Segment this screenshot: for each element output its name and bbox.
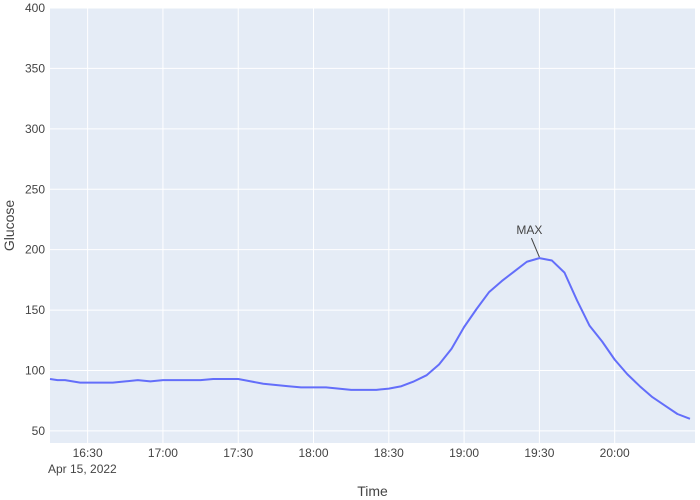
y-tick-labels: 50 100 150 200 250 300 350 400 xyxy=(25,1,45,438)
annotations: MAX xyxy=(516,223,542,258)
x-tick-label: 20:00 xyxy=(600,446,630,460)
x-date-label: Apr 15, 2022 xyxy=(48,462,117,476)
gridlines xyxy=(50,7,695,443)
x-axis-title: Time xyxy=(357,483,388,499)
x-tick-label: 16:30 xyxy=(73,446,103,460)
y-tick-label: 100 xyxy=(25,364,45,378)
y-tick-label: 150 xyxy=(25,303,45,317)
x-tick-label: 17:00 xyxy=(148,446,178,460)
x-tick-labels: 16:30 17:00 17:30 18:00 18:30 19:00 19:30 20:00 xyxy=(73,446,630,460)
x-tick-label: 18:30 xyxy=(374,446,404,460)
x-tick-label: 19:30 xyxy=(524,446,554,460)
x-tick-label: 18:00 xyxy=(299,446,329,460)
y-tick-label: 400 xyxy=(25,1,45,15)
y-tick-label: 350 xyxy=(25,61,45,75)
series-line xyxy=(49,257,691,420)
x-tick-label: 17:30 xyxy=(223,446,253,460)
y-tick-label: 50 xyxy=(32,424,46,438)
y-tick-label: 300 xyxy=(25,122,45,136)
x-tick-label: 19:00 xyxy=(449,446,479,460)
max-annotation-arrow xyxy=(530,237,540,258)
y-tick-label: 250 xyxy=(25,182,45,196)
max-annotation-label: MAX xyxy=(516,223,542,237)
y-tick-label: 200 xyxy=(25,243,45,257)
plot-area xyxy=(50,8,695,443)
y-axis-title: Glucose xyxy=(1,200,17,252)
